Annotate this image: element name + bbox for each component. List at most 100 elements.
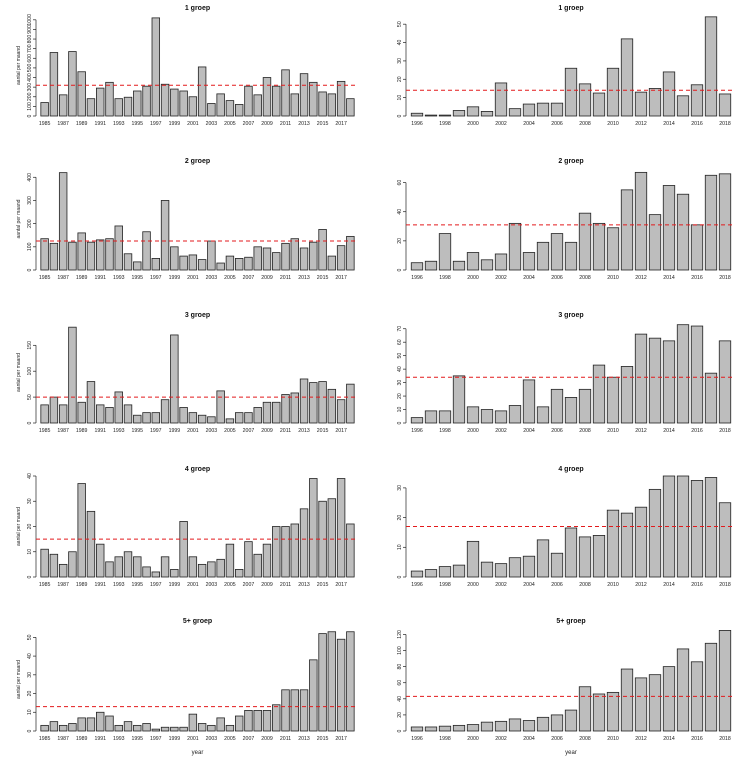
y-axis-label: aantal per maand bbox=[16, 660, 22, 699]
bar-1997 bbox=[424, 260, 438, 271]
bar-2009 bbox=[262, 401, 272, 424]
bar-2003 bbox=[508, 405, 522, 424]
bar-series bbox=[410, 171, 732, 271]
bar-2000 bbox=[466, 106, 480, 117]
x-tick-label: 2008 bbox=[579, 275, 591, 281]
bar-2000 bbox=[179, 726, 188, 732]
y-tick-label: 20 bbox=[397, 712, 403, 718]
bar-2014 bbox=[309, 659, 318, 732]
bar-series bbox=[40, 172, 355, 271]
bar-2006 bbox=[550, 102, 564, 117]
x-tick-label: 2017 bbox=[335, 275, 347, 281]
x-tick-label: 2005 bbox=[224, 428, 236, 434]
bar-2003 bbox=[207, 561, 216, 578]
x-tick-label: 2002 bbox=[495, 582, 507, 588]
bar-2007 bbox=[564, 527, 578, 578]
bar-2003 bbox=[508, 222, 522, 271]
bar-2008 bbox=[253, 94, 262, 117]
bar-2004 bbox=[522, 252, 536, 271]
y-tick-label: 40 bbox=[397, 40, 403, 46]
bar-2009 bbox=[262, 710, 272, 732]
x-tick-label: 2011 bbox=[280, 428, 291, 434]
bar-2017 bbox=[704, 642, 718, 732]
bar-2002 bbox=[197, 259, 207, 271]
bar-1998 bbox=[438, 410, 452, 424]
bar-2017 bbox=[704, 372, 718, 424]
bar-2015 bbox=[676, 324, 690, 424]
x-axis-label: year bbox=[565, 750, 577, 756]
chart-title: 4 groep bbox=[558, 466, 583, 473]
x-tick-label: 2001 bbox=[187, 428, 199, 434]
y-tick-label: 0 bbox=[397, 421, 403, 424]
x-tick-label: 2013 bbox=[298, 428, 310, 434]
y-tick-label: 70 bbox=[397, 326, 403, 332]
bar-2010 bbox=[272, 401, 281, 424]
bar-1997 bbox=[151, 728, 161, 732]
bar-1994 bbox=[123, 551, 133, 578]
bar-2000 bbox=[179, 90, 188, 117]
x-tick-label: 1993 bbox=[113, 121, 125, 127]
bar-2004 bbox=[216, 262, 225, 271]
x-tick-label: 2008 bbox=[579, 428, 591, 434]
x-tick-label: 1991 bbox=[94, 582, 106, 588]
x-tick-label: 2009 bbox=[261, 121, 273, 127]
bar-2011 bbox=[620, 366, 634, 424]
y-tick-label: 200 bbox=[27, 92, 33, 101]
y-tick-label: 0 bbox=[27, 729, 33, 732]
bar-2009 bbox=[592, 364, 606, 424]
x-tick-label: 2012 bbox=[635, 275, 647, 281]
bar-2009 bbox=[592, 92, 606, 117]
bar-1985 bbox=[40, 238, 49, 271]
bar-1999 bbox=[452, 724, 466, 732]
x-tick-label: 1989 bbox=[76, 121, 88, 127]
bar-2012 bbox=[290, 238, 299, 271]
bar-2011 bbox=[281, 242, 290, 271]
bar-1987 bbox=[58, 563, 68, 578]
bar-1985 bbox=[40, 404, 49, 424]
bar-2001 bbox=[480, 561, 494, 578]
bar-1987 bbox=[58, 94, 68, 117]
bar-2004 bbox=[216, 390, 225, 424]
x-tick-label: 1991 bbox=[94, 428, 106, 434]
bar-2003 bbox=[207, 724, 216, 732]
bar-1997 bbox=[424, 569, 438, 578]
bar-2003 bbox=[207, 416, 216, 424]
bar-2005 bbox=[225, 543, 235, 578]
bar-1996 bbox=[410, 726, 424, 732]
x-tick-label: 1995 bbox=[132, 582, 144, 588]
bar-1998 bbox=[438, 725, 452, 732]
bar-2006 bbox=[550, 714, 564, 732]
x-tick-label: 1996 bbox=[411, 428, 423, 434]
x-tick-label: 2016 bbox=[691, 275, 703, 281]
bar-series bbox=[40, 631, 355, 732]
bar-1991 bbox=[96, 543, 105, 578]
bar-2016 bbox=[690, 84, 704, 117]
bar-2011 bbox=[620, 668, 634, 732]
y-tick-label: 50 bbox=[27, 394, 33, 400]
bar-1995 bbox=[133, 724, 142, 732]
bar-1995 bbox=[133, 414, 142, 424]
bar-2013 bbox=[299, 378, 309, 424]
x-tick-label: 1998 bbox=[439, 736, 451, 742]
bar-1987 bbox=[58, 404, 68, 424]
x-tick-label: 2018 bbox=[719, 428, 731, 434]
bar-2005 bbox=[225, 100, 235, 117]
x-axis: 1996 1998 2000 2002 2004 2006 2008 2010 2012 2014… bbox=[411, 275, 731, 281]
bar-2018 bbox=[346, 631, 355, 732]
x-tick-label: 2002 bbox=[495, 736, 507, 742]
x-tick-label: 1985 bbox=[39, 736, 51, 742]
y-tick-label: 40 bbox=[27, 653, 33, 659]
x-tick-label: 2003 bbox=[206, 582, 218, 588]
x-tick-label: 2010 bbox=[607, 121, 619, 127]
x-tick-label: 2016 bbox=[691, 582, 703, 588]
x-tick-label: 2003 bbox=[206, 736, 218, 742]
bar-2005 bbox=[225, 724, 235, 732]
bar-2006 bbox=[550, 552, 564, 578]
bar-1999 bbox=[170, 246, 179, 271]
bar-1995 bbox=[133, 556, 142, 578]
bar-2018 bbox=[346, 235, 355, 271]
bar-2004 bbox=[216, 717, 225, 732]
bar-2008 bbox=[578, 536, 592, 578]
bar-1995 bbox=[133, 261, 142, 271]
bar-1990 bbox=[86, 98, 96, 117]
